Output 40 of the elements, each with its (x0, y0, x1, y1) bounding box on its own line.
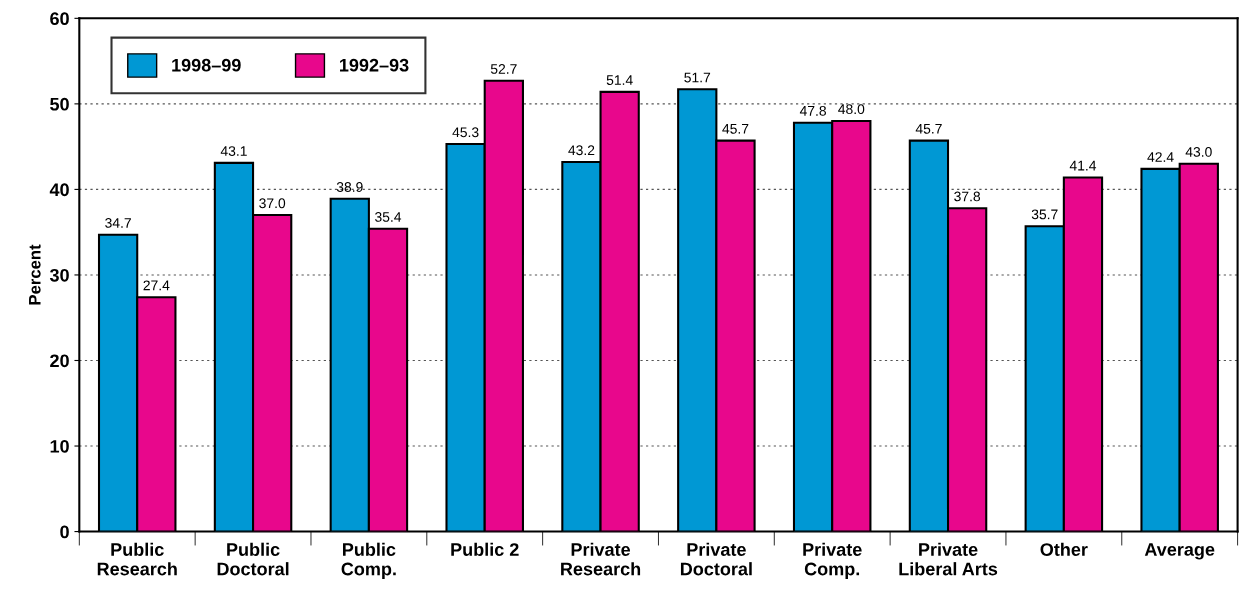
x-tick-label: Private Doctoral (680, 542, 752, 576)
data-label: 45.7 (915, 124, 942, 134)
data-label: 42.4 (1147, 152, 1174, 162)
y-tick-label: 50 (50, 97, 69, 111)
data-label: 47.8 (799, 105, 826, 116)
data-label: 52.7 (490, 64, 517, 74)
data-label: 45.3 (452, 127, 479, 138)
y-tick-label: 20 (50, 354, 69, 368)
x-tick-label: Private Comp. (803, 542, 862, 579)
data-label: 37.0 (259, 198, 286, 209)
x-tick-label: Average (1144, 543, 1215, 560)
data-label: 34.7 (105, 218, 131, 228)
x-tick-label: Other (1040, 542, 1088, 556)
data-label: 37.8 (954, 191, 981, 202)
data-label: 27.4 (143, 280, 170, 291)
y-axis-title: Percent (29, 244, 41, 305)
x-tick-label: Public 2 (451, 542, 519, 556)
data-label: 43.2 (568, 145, 595, 156)
legend-label: 1992–93 (340, 58, 409, 72)
data-label: 51.7 (684, 72, 711, 83)
x-tick-label: Private Research (561, 542, 641, 576)
y-tick-label: 0 (60, 525, 69, 539)
data-label: 43.0 (1185, 147, 1212, 157)
x-tick-label: Public Comp. (341, 542, 396, 579)
x-tick-label: Public Research (97, 542, 177, 576)
y-tick-label: 60 (50, 12, 69, 26)
data-label: 51.4 (606, 75, 633, 85)
data-label: 43.1 (220, 146, 247, 156)
y-tick-label: 40 (49, 183, 69, 197)
data-label: 35.4 (375, 212, 402, 222)
x-tick-label: Public Doctoral (217, 542, 289, 576)
data-label: 48.0 (838, 104, 865, 115)
y-tick-label: 30 (49, 268, 69, 282)
data-label: 41.4 (1069, 160, 1097, 171)
y-tick-label: 10 (50, 439, 69, 453)
data-label: 45.7 (722, 124, 749, 134)
x-tick-label: Private Liberal Arts (899, 542, 998, 576)
data-label: 35.7 (1031, 209, 1058, 220)
legend-label: 1998–99 (172, 58, 241, 72)
data-label: 38.9 (336, 182, 363, 192)
